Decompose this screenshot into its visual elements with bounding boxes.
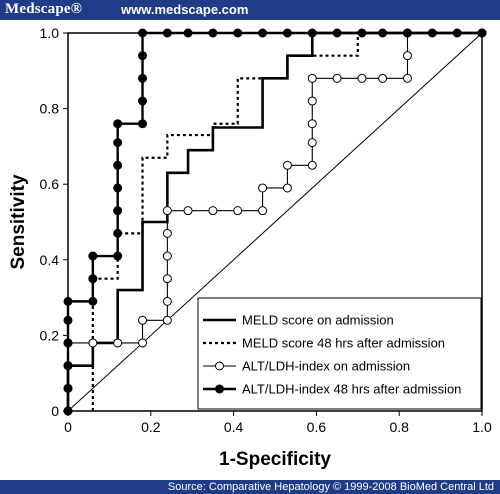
x-tick-label: 0.2 xyxy=(141,419,161,435)
data-point xyxy=(162,228,172,238)
data-point xyxy=(162,315,172,325)
y-tick-label: 0.4 xyxy=(40,252,60,268)
data-point xyxy=(162,206,172,216)
data-point xyxy=(427,28,437,38)
x-tick-label: 0.4 xyxy=(224,419,244,435)
data-point xyxy=(357,28,367,38)
data-point xyxy=(63,406,73,416)
y-tick-label: 0.2 xyxy=(40,327,60,343)
data-point xyxy=(162,296,172,306)
data-point xyxy=(402,51,412,61)
x-axis-title: 1-Specificity xyxy=(219,449,331,470)
data-point xyxy=(402,28,412,38)
brand-logo[interactable]: Medscape® xyxy=(5,1,83,17)
data-point xyxy=(138,73,148,83)
data-point xyxy=(113,206,123,216)
data-point xyxy=(307,160,317,170)
source-credit: Source: Comparative Hepatology © 1999-20… xyxy=(167,481,494,493)
data-point xyxy=(113,160,123,170)
data-point xyxy=(357,73,367,83)
data-point xyxy=(162,274,172,284)
data-point xyxy=(113,183,123,193)
y-tick-label: 1.0 xyxy=(40,25,60,41)
data-point xyxy=(477,28,487,38)
data-point xyxy=(63,338,73,348)
data-point xyxy=(113,251,123,261)
reference-diagonal xyxy=(67,32,483,412)
data-point xyxy=(63,296,73,306)
data-point xyxy=(63,383,73,393)
data-point xyxy=(162,251,172,261)
header-bar: Medscape® www.medscape.com xyxy=(0,0,500,20)
data-point xyxy=(208,206,218,216)
y-axis-title: Sensitivity xyxy=(8,174,29,269)
data-point xyxy=(402,73,412,83)
x-tick-label: 0 xyxy=(64,419,72,435)
legend: MELD score on admission MELD score 48 hrs… xyxy=(197,297,482,410)
data-point xyxy=(452,28,462,38)
data-point xyxy=(208,28,218,38)
legend-box xyxy=(197,297,482,410)
data-point xyxy=(113,138,123,148)
footer-bar: Source: Comparative Hepatology © 1999-20… xyxy=(0,480,500,494)
data-point xyxy=(332,73,342,83)
data-point xyxy=(307,138,317,148)
data-point xyxy=(138,119,148,129)
data-point xyxy=(282,160,292,170)
data-point xyxy=(233,206,243,216)
data-point xyxy=(307,119,317,129)
y-tick-label: 0.6 xyxy=(40,176,60,192)
data-point xyxy=(258,206,268,216)
legend-label: ALT/LDH-index 48 hrs after admission xyxy=(242,382,461,397)
legend-label: MELD score 48 hrs after admission xyxy=(242,336,445,351)
data-point xyxy=(332,28,342,38)
data-point xyxy=(378,73,388,83)
data-point xyxy=(88,251,98,261)
data-point xyxy=(113,338,123,348)
series-4 xyxy=(63,28,487,416)
legend-label: MELD score on admission xyxy=(242,313,394,328)
data-point xyxy=(258,28,268,38)
data-point xyxy=(138,338,148,348)
site-url[interactable]: www.medscape.com xyxy=(121,2,249,17)
x-tick-label: 1.0 xyxy=(472,419,492,435)
data-point xyxy=(307,73,317,83)
data-point xyxy=(138,51,148,61)
data-point xyxy=(233,28,243,38)
data-point xyxy=(63,315,73,325)
data-point xyxy=(88,296,98,306)
data-point xyxy=(162,28,172,38)
legend-marker xyxy=(215,384,224,394)
data-point xyxy=(282,183,292,193)
legend-item: ALT/LDH-index 48 hrs after admission xyxy=(203,382,461,397)
data-point xyxy=(138,96,148,106)
data-point xyxy=(378,28,388,38)
data-point xyxy=(138,28,148,38)
x-tick-label: 0.8 xyxy=(389,419,409,435)
data-point xyxy=(63,361,73,371)
data-point xyxy=(282,28,292,38)
x-tick-label: 0.6 xyxy=(307,419,327,435)
data-point xyxy=(113,119,123,129)
legend-item: MELD score 48 hrs after admission xyxy=(203,336,445,351)
data-point xyxy=(307,28,317,38)
y-tick-label: 0 xyxy=(51,403,59,419)
data-point xyxy=(138,315,148,325)
legend-item: MELD score on admission xyxy=(203,313,394,328)
legend-label: ALT/LDH-index on admission xyxy=(242,359,410,374)
legend-item: ALT/LDH-index on admission xyxy=(203,359,410,374)
data-point xyxy=(307,96,317,106)
data-point xyxy=(88,338,98,348)
y-tick-label: 0.8 xyxy=(40,101,60,117)
legend-marker xyxy=(215,361,224,371)
data-point xyxy=(113,228,123,238)
roc-chart: 0 0.2 0.4 0.6 0.8 1.0 0 0.2 0.4 0.6 0.8 1.0 1-Speci… xyxy=(8,25,492,470)
data-point xyxy=(88,274,98,284)
data-point xyxy=(183,206,193,216)
data-point xyxy=(183,28,193,38)
data-point xyxy=(258,183,268,193)
